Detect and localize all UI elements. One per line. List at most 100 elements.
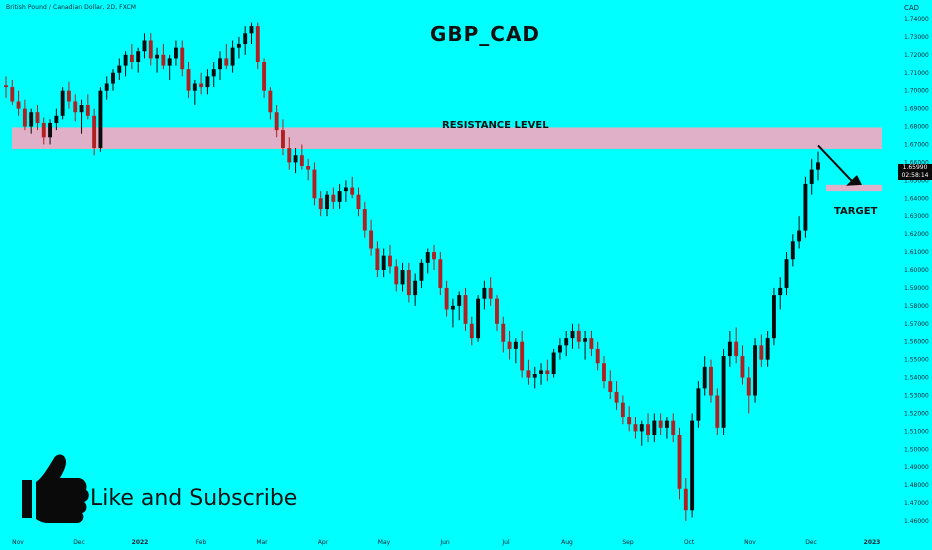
candle-body — [281, 130, 285, 149]
candle-body — [488, 287, 493, 299]
y-tick-label: 1.63000 — [904, 213, 929, 220]
projection-arrow-head — [846, 174, 862, 186]
candle-body — [809, 169, 814, 184]
candle-body — [224, 58, 229, 66]
candle-body — [652, 420, 657, 435]
candle-body — [293, 155, 298, 163]
candle-body — [797, 230, 802, 242]
candle-body — [174, 47, 178, 59]
x-tick-label: Nov — [744, 539, 756, 546]
y-tick-label: 1.51000 — [904, 428, 929, 435]
candle-body — [325, 194, 329, 210]
candle-body — [142, 40, 147, 52]
candle-body — [803, 183, 808, 231]
candle-body — [507, 341, 512, 349]
x-tick-label: Feb — [196, 539, 207, 546]
x-tick-label: Apr — [318, 539, 329, 546]
candle-body — [10, 87, 15, 102]
y-tick-label: 1.66000 — [904, 159, 929, 166]
y-tick-label: 1.64000 — [904, 195, 929, 202]
candle-body — [444, 287, 449, 310]
candle-body — [495, 298, 499, 324]
candle-body — [702, 366, 707, 389]
candle-body — [740, 356, 745, 378]
y-tick-label: 1.53000 — [904, 393, 929, 400]
x-tick-label: Sep — [622, 539, 634, 546]
candle-body — [589, 338, 594, 349]
candle-body — [545, 370, 550, 374]
candle-body — [425, 252, 430, 263]
candle-body — [129, 54, 134, 62]
y-tick-label: 1.72000 — [904, 52, 929, 59]
y-tick-label: 1.59000 — [904, 285, 929, 292]
candle-body — [312, 169, 317, 199]
y-tick-label: 1.70000 — [904, 88, 929, 95]
candle-body — [318, 198, 323, 210]
y-tick-label: 1.74000 — [904, 16, 929, 23]
candle-body — [450, 305, 455, 310]
candle-body — [230, 47, 235, 66]
x-tick-label: Dec — [73, 539, 85, 546]
candle-body — [343, 187, 348, 192]
candle-body — [60, 90, 65, 116]
candle-body — [526, 370, 531, 378]
candle-body — [570, 330, 575, 339]
candle-body — [721, 356, 726, 428]
candle-body — [362, 209, 367, 231]
candle-body — [381, 255, 386, 270]
candle-body — [375, 248, 380, 270]
candle-body — [753, 345, 758, 396]
x-tick-label: Jun — [439, 539, 450, 546]
candle-body — [413, 280, 418, 296]
candle-body — [167, 58, 172, 66]
candle-body — [148, 40, 153, 59]
candle-body — [419, 262, 424, 281]
candle-body — [117, 65, 122, 73]
candle-body — [35, 112, 40, 123]
symbol-description: British Pound / Canadian Dollar, 2D, FXC… — [6, 4, 137, 11]
y-tick-label: 1.55000 — [904, 357, 929, 364]
candle-body — [400, 270, 405, 285]
y-tick-label: 1.49000 — [904, 464, 929, 471]
candle-body — [262, 62, 267, 91]
candle-body — [218, 58, 222, 70]
candle-body — [331, 194, 336, 202]
candle-body — [746, 377, 751, 396]
candle-body — [539, 370, 543, 374]
thumbs-up-icon — [22, 454, 89, 523]
y-tick-label: 1.67000 — [904, 141, 929, 148]
candle-body — [299, 155, 304, 166]
resistance-label: RESISTANCE LEVEL — [442, 120, 549, 131]
candle-body — [337, 191, 342, 202]
candle-body — [778, 287, 783, 296]
candle-body — [85, 105, 90, 116]
x-tick-label: Jul — [501, 539, 510, 546]
candle-body — [457, 295, 462, 306]
candle-body — [432, 252, 436, 260]
candle-body — [784, 259, 789, 288]
y-tick-label: 1.48000 — [904, 482, 929, 489]
candle-body — [438, 259, 443, 288]
candle-body — [709, 366, 713, 396]
candle-body — [602, 363, 606, 382]
candle-body — [816, 162, 820, 170]
candle-body — [734, 341, 739, 357]
candle-body — [4, 85, 8, 88]
last-price-timer: 02:58:14 — [901, 172, 929, 179]
y-tick-label: 1.68000 — [904, 124, 929, 131]
candle-body — [595, 348, 600, 364]
candle-body — [48, 122, 53, 138]
candle-body — [16, 101, 21, 109]
candle-body — [98, 90, 103, 149]
y-tick-label: 1.71000 — [904, 70, 929, 77]
currency-label: CAD — [904, 4, 920, 12]
candle-body — [155, 54, 160, 59]
candle-body — [356, 194, 361, 210]
candle-body — [608, 381, 613, 392]
candle-body — [104, 83, 109, 91]
y-tick-label: 1.52000 — [904, 410, 929, 417]
candle-body — [205, 76, 210, 88]
candle-body — [180, 47, 185, 70]
candle-body — [22, 108, 27, 127]
